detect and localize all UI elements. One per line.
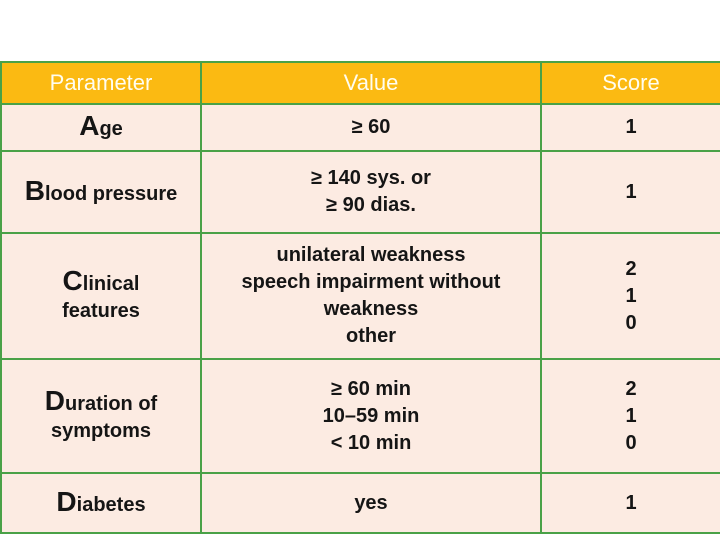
value-cell-age: ≥ 60 (202, 105, 540, 150)
param-rest: uration of (65, 393, 158, 415)
score-line: 2 (625, 257, 637, 280)
param-rest: iabetes (76, 493, 146, 516)
value-cell-diabetes: yes (202, 474, 540, 532)
param-cell-age: Age (2, 105, 200, 150)
value-line: ≥ 60 min (331, 377, 411, 400)
param-initial: D (56, 485, 77, 517)
score-line: 1 (625, 284, 637, 307)
score-cell-duration: 2 1 0 (542, 360, 720, 472)
param-label: Diabetes (56, 485, 146, 519)
header-label-value: Value (343, 70, 399, 95)
param-label: Clinical (63, 267, 140, 298)
score-cell-diabetes: 1 (542, 474, 720, 532)
value-cell-clinical-features: unilateral weakness speech impairment wi… (202, 234, 540, 358)
score-line: 1 (625, 491, 637, 514)
value-line: other (346, 325, 396, 347)
value-line: ≥ 60 (351, 116, 391, 138)
param-cell-diabetes: Diabetes (2, 474, 200, 532)
value-line: unilateral weakness (276, 244, 466, 266)
value-line: ≥ 90 dias. (326, 194, 416, 216)
param-label: Blood pressure (24, 174, 178, 208)
param-initial: B (24, 174, 45, 206)
score-line: 1 (625, 180, 637, 203)
score-cell-blood-pressure: 1 (542, 152, 720, 232)
score-line: 2 (625, 377, 637, 400)
value-cell-blood-pressure: ≥ 140 sys. or ≥ 90 dias. (202, 152, 540, 232)
param-rest: ge (99, 118, 123, 140)
value-line: ≥ 140 sys. or (311, 167, 431, 189)
header-label-score: Score (602, 70, 660, 95)
score-cell-age: 1 (542, 105, 720, 150)
score-line: 1 (625, 116, 637, 138)
param-initial: A (79, 110, 100, 141)
score-cell-clinical-features: 2 1 0 (542, 234, 720, 358)
param-cell-duration: Duration of symptoms (2, 360, 200, 472)
param-label: Age (79, 112, 123, 143)
param-rest: linical (82, 273, 140, 295)
param-label: Duration of (45, 387, 157, 418)
score-line: 1 (625, 404, 637, 427)
value-cell-duration: ≥ 60 min 10–59 min < 10 min (202, 360, 540, 472)
param-initial: C (62, 265, 83, 296)
param-cell-clinical-features: Clinical features (2, 234, 200, 358)
value-line: yes (354, 491, 388, 514)
header-cell-score: Score (542, 63, 720, 103)
score-line: 0 (625, 311, 637, 334)
param-label-line2: features (62, 300, 140, 322)
value-line: 10–59 min (322, 404, 420, 427)
param-cell-blood-pressure: Blood pressure (2, 152, 200, 232)
score-table: Parameter Value Score Age ≥ 60 1 Blood p… (0, 61, 720, 534)
header-label-parameter: Parameter (49, 70, 153, 95)
header-cell-parameter: Parameter (2, 63, 200, 103)
param-initial: D (44, 385, 65, 416)
param-rest: lood pressure (44, 182, 178, 205)
value-line: speech impairment without weakness (241, 271, 501, 320)
value-line: < 10 min (330, 431, 412, 454)
header-cell-value: Value (202, 63, 540, 103)
score-line: 0 (625, 431, 637, 454)
param-label-line2: symptoms (50, 420, 152, 442)
